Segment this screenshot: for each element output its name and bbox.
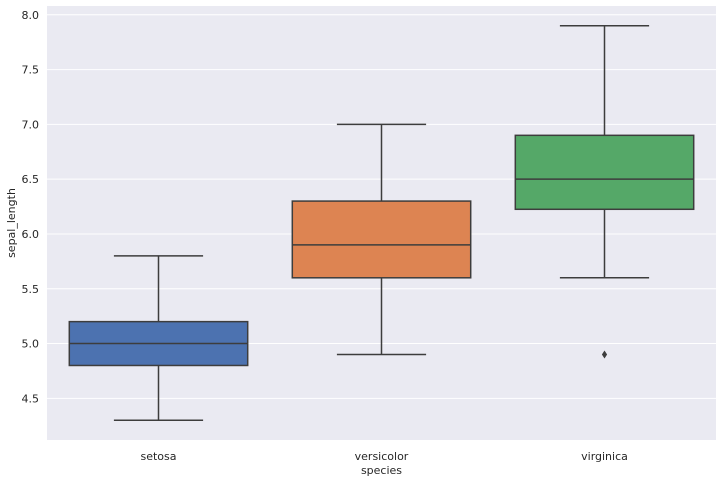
box-virginica xyxy=(514,24,695,359)
y-tick-label: 8.0 xyxy=(22,9,40,22)
y-tick-label: 6.0 xyxy=(22,228,40,241)
x-tick-label: versicolor xyxy=(355,450,409,463)
box-body xyxy=(514,134,695,211)
y-tick-labels: 4.5 5.0 5.5 6.0 6.5 7.0 7.5 8.0 xyxy=(22,9,40,406)
box-setosa xyxy=(68,255,249,422)
y-tick-label: 7.5 xyxy=(22,64,40,77)
x-axis-label: species xyxy=(361,464,402,477)
y-tick-label: 7.0 xyxy=(22,118,40,131)
box-body xyxy=(291,200,472,279)
x-tick-label: setosa xyxy=(140,450,176,463)
y-tick-label: 5.5 xyxy=(22,283,40,296)
boxes-layer xyxy=(68,24,695,422)
x-tick-labels: setosa versicolor virginica xyxy=(140,450,627,463)
y-tick-label: 5.0 xyxy=(22,338,40,351)
box-versicolor xyxy=(291,123,472,356)
y-tick-label: 6.5 xyxy=(22,173,40,186)
outlier-point xyxy=(601,350,608,359)
y-axis-label: sepal_length xyxy=(5,188,18,258)
y-tick-label: 4.5 xyxy=(22,392,40,405)
x-tick-label: virginica xyxy=(581,450,628,463)
